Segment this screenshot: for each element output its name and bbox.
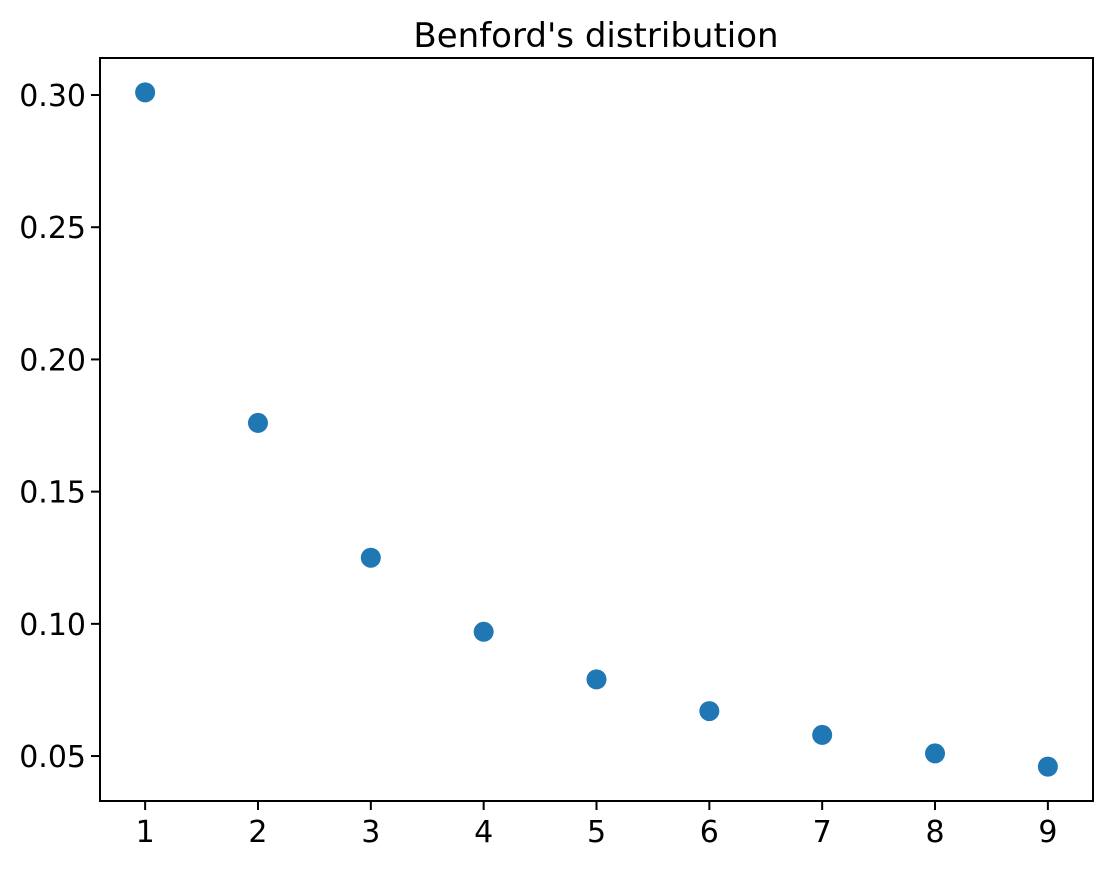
scatter-point: [1037, 756, 1058, 777]
x-tick-label: 4: [474, 815, 493, 850]
scatter-point: [360, 547, 381, 568]
x-tick-label: 6: [700, 815, 719, 850]
y-tick-label: 0.25: [19, 211, 86, 246]
plot-area: 1 2 3 4 5 6 7 8 9 0.05 0.10 0.15 0.20 0.25 0.30: [19, 57, 1094, 850]
y-tick-label: 0.05: [19, 740, 86, 775]
scatter-point: [925, 743, 946, 764]
x-tick-label: 8: [925, 815, 944, 850]
scatter-point: [247, 412, 268, 433]
x-tick-label: 7: [813, 815, 832, 850]
scatter-point: [473, 621, 494, 642]
scatter-point: [699, 701, 720, 722]
scatter-point: [586, 669, 607, 690]
chart-title: Benford's distribution: [413, 16, 778, 56]
y-tick-label: 0.30: [19, 79, 86, 114]
scatter-point: [135, 82, 156, 103]
plot-border: [99, 57, 1094, 802]
x-tick-label: 2: [248, 815, 267, 850]
y-tick-label: 0.15: [19, 476, 86, 511]
scatter-point: [812, 724, 833, 745]
y-tick-label: 0.10: [19, 608, 86, 643]
x-tick-label: 5: [587, 815, 606, 850]
y-tick-label: 0.20: [19, 343, 86, 378]
x-tick-label: 9: [1038, 815, 1057, 850]
x-tick-label: 3: [361, 815, 380, 850]
x-tick-label: 1: [136, 815, 155, 850]
